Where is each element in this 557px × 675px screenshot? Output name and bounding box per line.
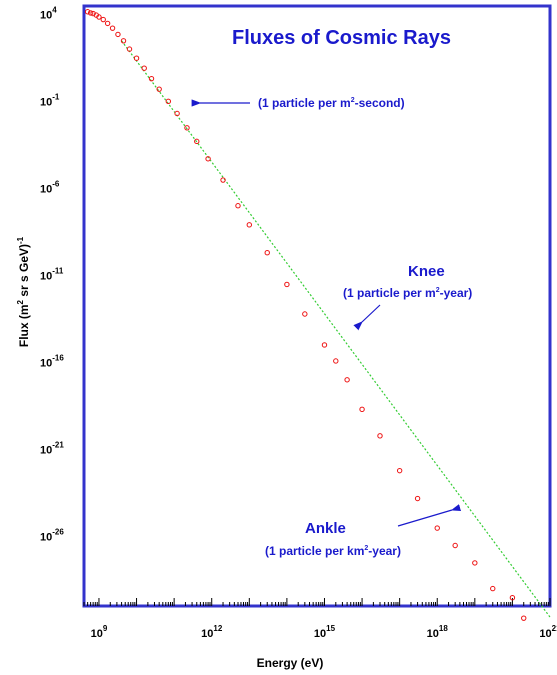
data-point [184,125,190,131]
data-point [96,14,102,20]
plot-frame [82,4,552,608]
data-point [133,55,140,61]
x-tick-label: 1015 [314,624,336,640]
y-tick-label: 10-21 [40,440,64,456]
y-tick-label: 10-6 [40,179,60,195]
data-point [302,311,308,317]
data-point [104,20,111,27]
data-point [115,31,121,38]
data-point [220,177,226,183]
y-tick-label: 104 [40,5,57,21]
y-tick-label: 10-16 [40,353,64,369]
data-point [148,75,155,82]
y-tick-label: 10-26 [40,527,64,543]
data-point [109,25,116,31]
data-point [174,110,180,117]
data-point [509,594,516,601]
data-point [472,560,478,566]
data-point [205,156,211,162]
data-point [344,377,350,383]
data-point [333,358,339,364]
data-point [359,406,365,413]
y-tick-labels: 104 10-1 10-6 10-11 10-16 10-21 10-26 [40,5,64,543]
x-tick-label: 1012 [201,624,223,640]
data-point [452,542,458,549]
data-point [84,9,91,15]
axis-ticks [83,598,551,606]
data-point [100,16,106,23]
arrow-km2-year [397,504,462,527]
data-point [490,585,496,592]
data-point [264,250,270,256]
annotation-knee-title: Knee [408,263,445,280]
data-point [246,222,253,228]
chart-title: Fluxes of Cosmic Rays [232,27,451,49]
data-point [235,203,241,209]
x-axis-label: Energy (eV) [257,656,324,670]
annotation-m2-year: (1 particle per m2-year) [343,286,472,300]
y-axis-label: Flux (m2 sr s GeV)-1 [16,236,31,347]
x-tick-label: 109 [91,624,108,640]
data-point [120,38,127,44]
annotation-km2-year: (1 particle per km2-year) [265,544,401,558]
annotation-ankle-title: Ankle [305,520,346,537]
data-point [156,86,162,92]
data-point [396,467,403,474]
data-point [284,281,290,288]
data-point [434,525,440,531]
data-point [194,138,200,145]
data-point [126,46,133,52]
data-point [377,433,383,439]
data-points-layer [84,9,527,621]
arrow-m2-year [353,304,381,331]
data-point [141,65,147,71]
x-tick-label: 1018 [427,624,449,640]
data-point [165,98,172,105]
y-tick-label: 10-1 [40,92,60,108]
y-tick-label: 10-11 [40,266,64,282]
data-point [321,342,328,348]
data-point [414,495,421,502]
annotation-m2-second: (1 particle per m2-second) [258,96,405,110]
data-point [87,10,94,16]
data-point [521,615,527,621]
